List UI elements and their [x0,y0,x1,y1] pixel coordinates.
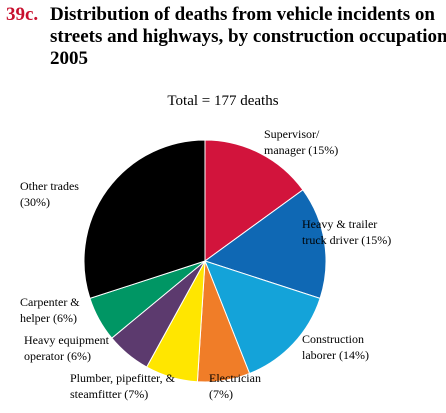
pie-slice [204,139,304,262]
slice-label: Construction laborer (14%) [302,332,369,362]
figure-number: 39c. [6,4,39,25]
slice-label: Plumber, pipefitter, & steamfitter (7%) [70,371,176,401]
slice-label: Carpenter & helper (6%) [20,295,80,325]
slice-label: Electrician (7%) [209,371,261,401]
pie-slice [204,260,321,375]
chart-subtitle: Total = 177 deaths [167,93,279,109]
chart-title: Distribution of deaths from vehicle inci… [50,4,446,70]
slice-label: Heavy & trailer truck driver (15%) [302,217,391,247]
chart-title-line-2: streets and highways, by construction oc… [50,26,446,47]
chart-title-line-3: 2005 [50,48,88,69]
slice-label: Supervisor/manager (15%) [264,127,338,157]
pie-slice [203,189,327,300]
slice-label: Other trades (30%) [20,179,79,209]
pie-slice [83,139,206,300]
chart-title-line-1: Distribution of deaths from vehicle inci… [50,4,435,25]
slice-label: Heavy equipment operator (6%) [24,333,110,363]
